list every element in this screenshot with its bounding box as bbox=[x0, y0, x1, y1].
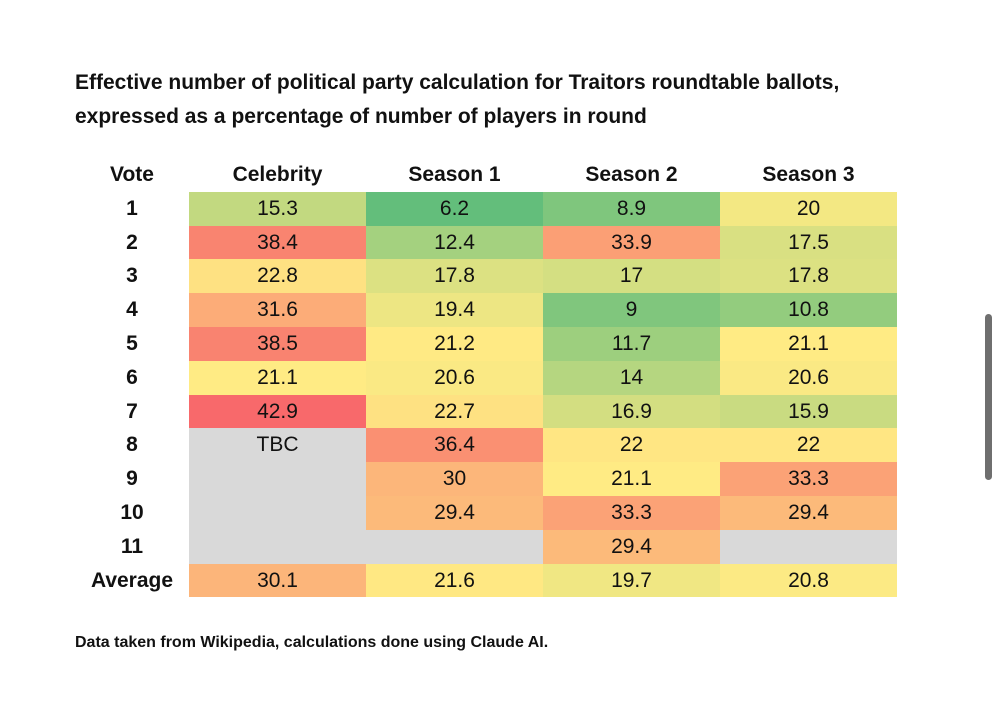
heatmap-cell-season-3-3: 17.8 bbox=[720, 259, 897, 294]
heatmap-cell-season-1-7: 22.7 bbox=[366, 394, 543, 429]
heatmap-cell-season-1-5: 21.2 bbox=[366, 326, 543, 361]
column-header-season-2: Season 2 bbox=[585, 163, 678, 186]
header-row: Vote Celebrity Season 1 Season 2 Season … bbox=[75, 158, 897, 192]
heatmap-cell-celebrity-4: 31.6 bbox=[189, 293, 366, 327]
vote-row-8: 8 TBC 36.4 22 22 bbox=[75, 428, 897, 463]
heatmap-cell-season-3-5: 21.1 bbox=[720, 326, 897, 361]
vote-row-2: 2 38.4 12.4 33.9 17.5 bbox=[75, 225, 897, 260]
row-label: 5 bbox=[126, 331, 138, 355]
heatmap-cell-season-3-1: 20 bbox=[720, 191, 897, 226]
row-label: 8 bbox=[126, 433, 138, 457]
heatmap-cell-season-1-4: 19.4 bbox=[366, 293, 543, 327]
heatmap-cell-season-2-1: 8.9 bbox=[543, 191, 720, 226]
row-label: 6 bbox=[126, 365, 138, 389]
heatmap-cell-season-2-9: 21.1 bbox=[543, 462, 720, 496]
heatmap-cell-season-2-8: 22 bbox=[543, 428, 720, 463]
heatmap-cell-season-1-average: 21.6 bbox=[366, 563, 543, 598]
vote-row-3: 3 22.8 17.8 17 17.8 bbox=[75, 259, 897, 294]
row-label: 1 bbox=[126, 196, 138, 220]
vote-row-5: 5 38.5 21.2 11.7 21.1 bbox=[75, 326, 897, 361]
heatmap-cell-season-2-2: 33.9 bbox=[543, 225, 720, 260]
heatmap-cell-season-1-8: 36.4 bbox=[366, 428, 543, 463]
heatmap-cell-season-1-6: 20.6 bbox=[366, 360, 543, 395]
row-label: 4 bbox=[126, 298, 138, 322]
row-label: 7 bbox=[126, 399, 138, 423]
heatmap-cell-celebrity-5: 38.5 bbox=[189, 326, 366, 361]
heatmap-cell-season-2-3: 17 bbox=[543, 259, 720, 294]
chart-title-line-1: Effective number of political party calc… bbox=[75, 71, 840, 94]
heatmap-cell-season-3-10: 29.4 bbox=[720, 495, 897, 530]
heatmap-cell-season-2-5: 11.7 bbox=[543, 326, 720, 361]
heatmap-cell-season-1-10: 29.4 bbox=[366, 495, 543, 530]
heatmap-cell-season-3-average: 20.8 bbox=[720, 563, 897, 598]
vote-row-10: 10 29.4 33.3 29.4 bbox=[75, 495, 897, 530]
heatmap-cell-season-3-9: 33.3 bbox=[720, 462, 897, 496]
row-label: 11 bbox=[120, 534, 144, 558]
row-label: 3 bbox=[126, 264, 138, 288]
vote-row-1: 1 15.3 6.2 8.9 20 bbox=[75, 191, 897, 226]
heatmap-cell-season-1-11 bbox=[366, 529, 543, 564]
footnote: Data taken from Wikipedia, calculations … bbox=[75, 634, 549, 651]
vote-row-9: 9 30 21.1 33.3 bbox=[75, 462, 897, 496]
heatmap-cell-season-2-average: 19.7 bbox=[543, 563, 720, 598]
heatmap-cell-season-3-8: 22 bbox=[720, 428, 897, 463]
heatmap-body: 1 15.3 6.2 8.9 20 2 38.4 12.4 33.9 17.5 3 22.8 17.8 1… bbox=[75, 191, 897, 598]
heatmap-cell-celebrity-average: 30.1 bbox=[189, 563, 366, 598]
heatmap-cell-celebrity-1: 15.3 bbox=[189, 191, 366, 226]
heatmap-cell-season-2-11: 29.4 bbox=[543, 529, 720, 564]
heatmap-cell-season-1-2: 12.4 bbox=[366, 225, 543, 260]
heatmap-cell-season-3-7: 15.9 bbox=[720, 394, 897, 429]
heatmap-cell-season-2-4: 9 bbox=[543, 293, 720, 327]
heatmap-cell-season-3-6: 20.6 bbox=[720, 360, 897, 395]
vote-column-header: Vote bbox=[110, 163, 154, 186]
chart-title-line-2: expressed as a percentage of number of p… bbox=[75, 105, 647, 128]
heatmap-cell-season-2-7: 16.9 bbox=[543, 394, 720, 429]
heatmap-cell-celebrity-2: 38.4 bbox=[189, 225, 366, 260]
column-header-season-3: Season 3 bbox=[762, 163, 855, 186]
vote-row-7: 7 42.9 22.7 16.9 15.9 bbox=[75, 394, 897, 429]
heatmap-cell-celebrity-7: 42.9 bbox=[189, 394, 366, 429]
column-header-celebrity: Celebrity bbox=[232, 163, 323, 186]
chart-title: Effective number of political party calc… bbox=[75, 66, 955, 134]
scrollbar-thumb[interactable] bbox=[985, 314, 992, 480]
heatmap-cell-celebrity-11 bbox=[189, 529, 366, 564]
heatmap-cell-season-3-11 bbox=[720, 529, 897, 564]
heatmap-cell-celebrity-3: 22.8 bbox=[189, 259, 366, 294]
heatmap-cell-celebrity-8: TBC bbox=[189, 428, 366, 463]
row-label: 10 bbox=[120, 500, 144, 524]
heatmap-cell-season-2-10: 33.3 bbox=[543, 495, 720, 530]
vote-row-11: 11 29.4 bbox=[75, 529, 897, 564]
row-label: 2 bbox=[126, 230, 138, 254]
heatmap-cell-season-3-2: 17.5 bbox=[720, 225, 897, 260]
heatmap-table: Vote Celebrity Season 1 Season 2 Season … bbox=[75, 158, 897, 598]
heatmap-cell-season-1-3: 17.8 bbox=[366, 259, 543, 294]
heatmap-cell-season-1-1: 6.2 bbox=[366, 191, 543, 226]
heatmap-cell-season-2-6: 14 bbox=[543, 360, 720, 395]
vote-row-average: Average 30.1 21.6 19.7 20.8 bbox=[75, 563, 897, 598]
heatmap-cell-celebrity-10 bbox=[189, 495, 366, 530]
heatmap-cell-celebrity-9 bbox=[189, 462, 366, 496]
heatmap-cell-season-1-9: 30 bbox=[366, 462, 543, 496]
vote-row-4: 4 31.6 19.4 9 10.8 bbox=[75, 293, 897, 327]
heatmap-cell-celebrity-6: 21.1 bbox=[189, 360, 366, 395]
row-label: Average bbox=[90, 568, 174, 592]
vote-row-6: 6 21.1 20.6 14 20.6 bbox=[75, 360, 897, 395]
heatmap-cell-season-3-4: 10.8 bbox=[720, 293, 897, 327]
row-label: 9 bbox=[126, 467, 138, 491]
column-header-season-1: Season 1 bbox=[408, 163, 501, 186]
